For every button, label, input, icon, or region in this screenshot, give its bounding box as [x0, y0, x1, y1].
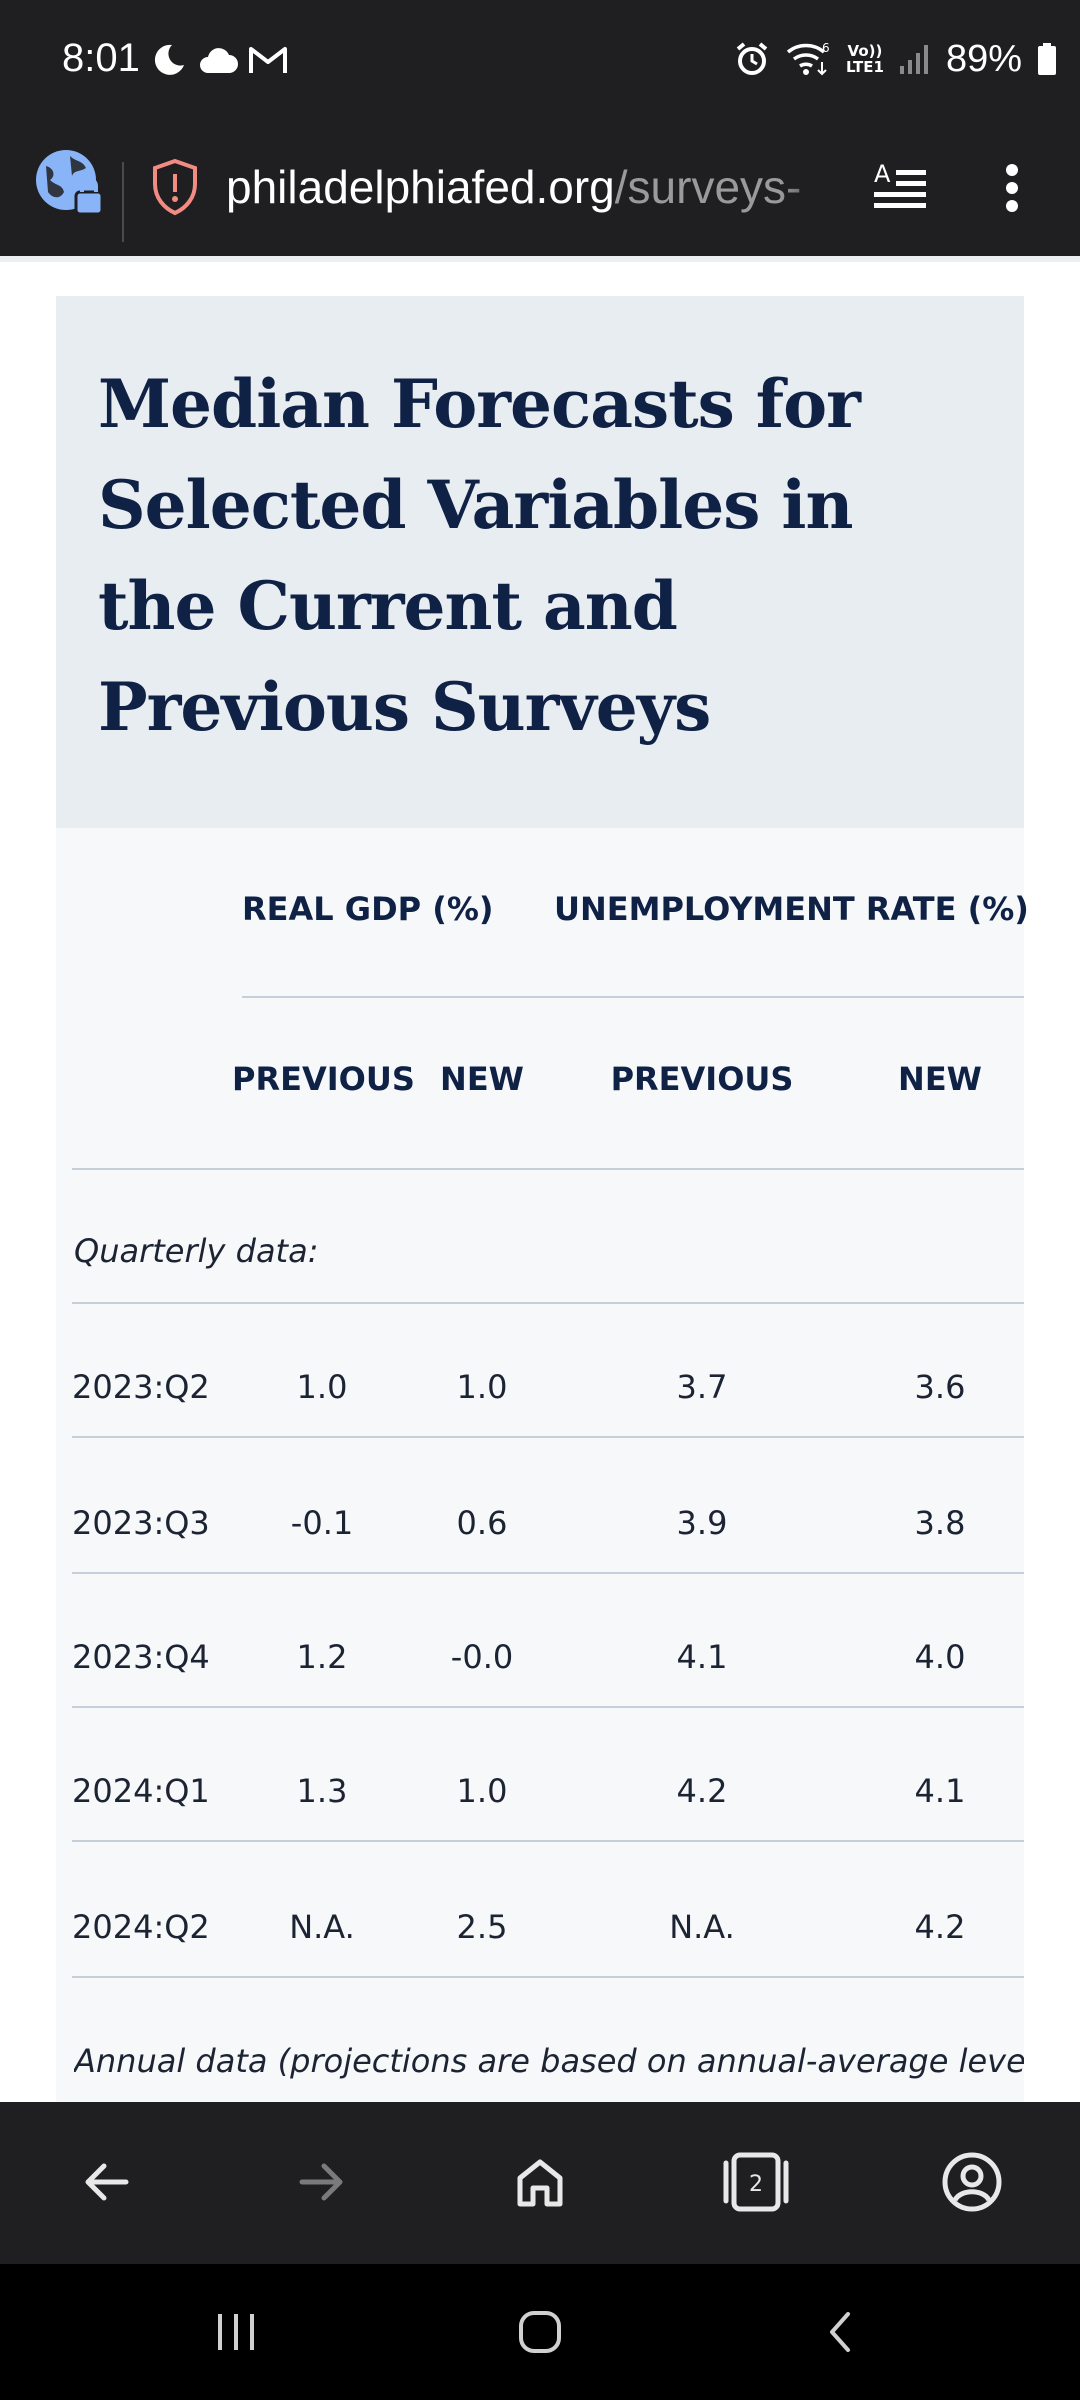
status-bar: 8:01 6 Vo)) LTE1 [0, 0, 1080, 122]
row-divider [72, 1840, 1024, 1842]
table-cell: N.A. [289, 1908, 355, 1946]
cloud-icon [200, 48, 238, 73]
table-cell: N.A. [669, 1908, 735, 1946]
table-cell: 4.1 [676, 1638, 728, 1676]
tabs-icon: 2 [723, 2152, 789, 2212]
row-divider [72, 1168, 1024, 1170]
recent-apps-icon [218, 2314, 254, 2350]
forward-button[interactable] [282, 2142, 362, 2222]
battery-icon [1038, 43, 1056, 75]
row-divider [72, 1706, 1024, 1708]
group-header-real-gdp: REAL GDP (%) [242, 890, 494, 928]
signal-icon [899, 45, 928, 74]
volte-text: Vo)) [847, 42, 883, 60]
home-button[interactable] [500, 2142, 580, 2222]
table-cell: -0.0 [450, 1638, 514, 1676]
row-divider [72, 1302, 1024, 1304]
tabs-button[interactable]: 2 [716, 2142, 796, 2222]
browser-bottom-nav: 2 [0, 2102, 1080, 2264]
shield-warning-icon[interactable] [150, 158, 200, 216]
tab-count: 2 [749, 2172, 763, 2197]
lte-text: LTE1 [845, 58, 884, 76]
page-title: Median Forecasts for Selected Variables … [98, 365, 861, 746]
annual-data-label: Annual data (projections are based on an… [74, 2042, 1024, 2080]
quarterly-data-label: Quarterly data: [74, 1232, 319, 1270]
url-host: philadelphiafed.org [226, 161, 615, 213]
status-icons-right: 6 Vo)) LTE1 89% [734, 34, 1058, 84]
row-divider [72, 1572, 1024, 1574]
back-chevron-icon [830, 2312, 850, 2352]
url-path: /surveys- [614, 161, 802, 213]
wifi-badge: 6 [822, 41, 830, 55]
gmail-icon [249, 47, 287, 73]
table-cell: 0.6 [456, 1504, 508, 1542]
row-divider [72, 1976, 1024, 1978]
subheader-unemp-new: NEW [898, 1060, 982, 1098]
table-cell: 1.0 [456, 1368, 508, 1406]
globe-lock-icon[interactable] [34, 146, 104, 216]
forward-arrow-icon [299, 2163, 343, 2201]
subheader-gdp-new: NEW [440, 1060, 524, 1098]
card-header: Median Forecasts for Selected Variables … [56, 296, 1024, 828]
table-cell: 1.0 [296, 1368, 348, 1406]
url-fade [780, 150, 840, 224]
row-label: 2024:Q1 [72, 1772, 210, 1810]
content-top-divider [0, 256, 1080, 262]
home-circle-icon [519, 2311, 561, 2353]
account-icon [942, 2152, 1002, 2212]
url-field[interactable]: philadelphiafed.org/surveys- [226, 150, 836, 224]
wifi-icon: 6 [786, 41, 830, 76]
row-divider [72, 1436, 1024, 1438]
table-cell: 1.2 [296, 1638, 348, 1676]
address-divider [122, 162, 124, 242]
web-content: Median Forecasts for Selected Variables … [0, 256, 1080, 2102]
table-cell: 3.7 [676, 1368, 728, 1406]
system-back-button[interactable] [800, 2300, 880, 2364]
status-icons-left [150, 38, 288, 82]
table-cell: 1.0 [456, 1772, 508, 1810]
row-label: 2023:Q4 [72, 1638, 210, 1676]
row-label: 2023:Q3 [72, 1504, 210, 1542]
forecast-table: REAL GDP (%) UNEMPLOYMENT RATE (%) PREVI… [56, 828, 1029, 2102]
recent-apps-button[interactable] [196, 2300, 276, 2364]
table-cell: 4.1 [914, 1772, 966, 1810]
table-cell: 3.9 [676, 1504, 728, 1542]
status-time: 8:01 [62, 36, 140, 80]
table-cell: 4.2 [676, 1772, 728, 1810]
back-button[interactable] [66, 2142, 146, 2222]
forecast-card: Median Forecasts for Selected Variables … [56, 296, 1029, 2102]
table-cell: 2.5 [456, 1908, 508, 1946]
table-cell: 4.2 [914, 1908, 966, 1946]
alarm-icon [736, 42, 768, 75]
subheader-gdp-previous: PREVIOUS [232, 1060, 415, 1098]
table-cell: 1.3 [296, 1772, 348, 1810]
back-arrow-icon [85, 2163, 129, 2201]
browser-toolbar: philadelphiafed.org/surveys- A [0, 122, 1080, 256]
table-cell: 4.0 [914, 1638, 966, 1676]
do-not-disturb-moon-icon [154, 44, 184, 75]
row-label: 2024:Q2 [72, 1908, 210, 1946]
row-label: 2023:Q2 [72, 1368, 210, 1406]
more-vert-icon[interactable] [990, 152, 1034, 224]
system-home-button[interactable] [500, 2300, 580, 2364]
svg-text:A: A [874, 160, 891, 188]
volte-lte-icon: Vo)) LTE1 [846, 43, 884, 75]
table-cell: 3.6 [914, 1368, 966, 1406]
account-button[interactable] [932, 2142, 1012, 2222]
table-cell: -0.1 [290, 1504, 354, 1542]
subheader-unemp-previous: PREVIOUS [610, 1060, 794, 1098]
group-header-unemployment: UNEMPLOYMENT RATE (%) [554, 890, 1029, 928]
reader-mode-icon[interactable]: A [866, 152, 938, 224]
table-cell: 3.8 [914, 1504, 966, 1542]
home-icon [517, 2159, 563, 2207]
system-navigation-bar [0, 2264, 1080, 2400]
battery-percent: 89% [945, 37, 1022, 80]
header-divider [242, 996, 1024, 998]
